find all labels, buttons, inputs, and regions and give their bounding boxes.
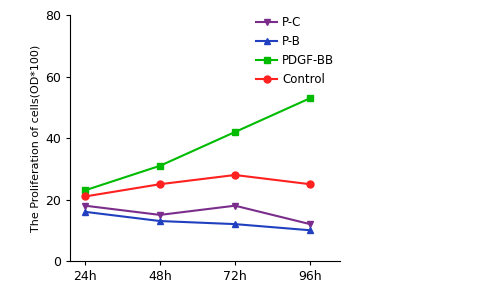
Line: PDGF-BB: PDGF-BB: [82, 95, 314, 194]
P-C: [82, 204, 88, 208]
Control: [157, 182, 163, 186]
PDGF-BB: [82, 188, 88, 192]
P-B: [82, 210, 88, 214]
PDGF-BB: [307, 96, 313, 100]
Y-axis label: The Proliferation of cells(OD*100): The Proliferation of cells(OD*100): [31, 45, 41, 232]
P-B: [157, 219, 163, 223]
P-C: [307, 222, 313, 226]
Control: [307, 182, 313, 186]
P-B: [307, 228, 313, 232]
P-C: [232, 204, 238, 208]
PDGF-BB: [232, 130, 238, 134]
Control: [232, 173, 238, 177]
Line: Control: Control: [82, 172, 314, 200]
P-C: [157, 213, 163, 217]
PDGF-BB: [157, 164, 163, 168]
Control: [82, 195, 88, 198]
Line: P-B: P-B: [82, 208, 314, 234]
Legend: P-C, P-B, PDGF-BB, Control: P-C, P-B, PDGF-BB, Control: [256, 16, 334, 86]
Line: P-C: P-C: [82, 202, 314, 227]
P-B: [232, 222, 238, 226]
